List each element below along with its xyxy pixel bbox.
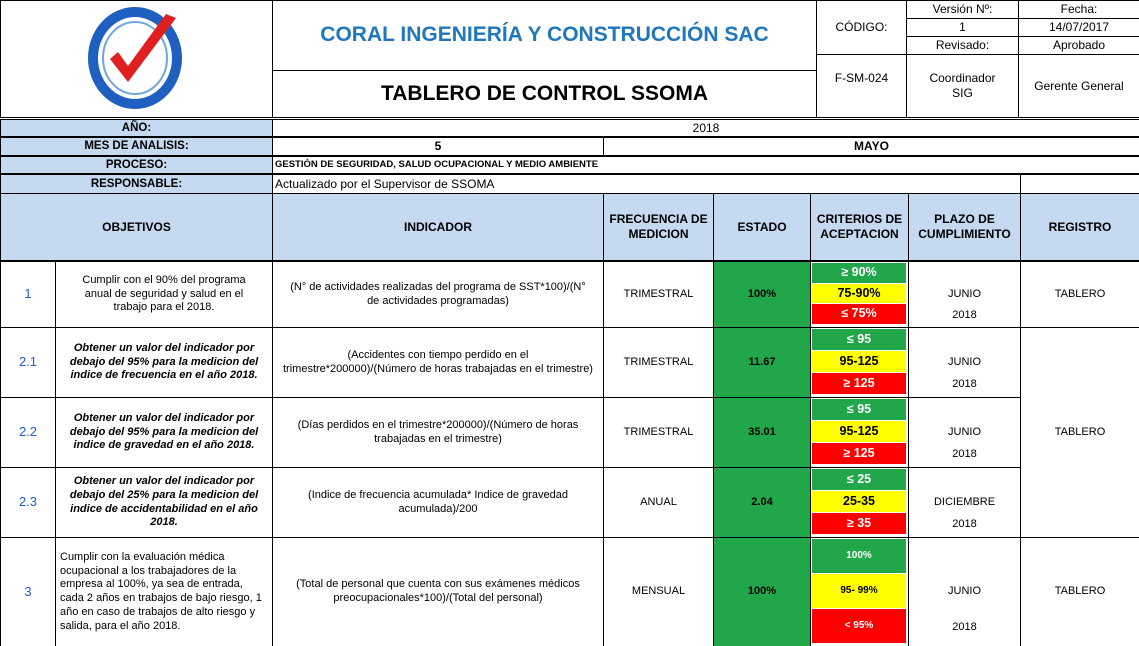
criterion: 75-90% <box>812 283 906 304</box>
indicator: (N° de actividades realizadas del progra… <box>272 261 604 328</box>
record: TABLERO <box>1020 327 1139 538</box>
criterion: 100% <box>812 539 906 573</box>
objective-number: 3 <box>0 537 56 646</box>
form-title: TABLERO DE CONTROL SSOMA <box>272 70 817 118</box>
objective: Cumplir con el 90% del programa anual de… <box>55 261 273 328</box>
version: 1 <box>906 18 1019 37</box>
month-number: 5 <box>272 137 604 156</box>
indicator: (Accidentes con tiempo perdido en el tri… <box>272 327 604 398</box>
objective-number: 2.3 <box>0 467 56 538</box>
objective: Obtener un valor del indicador por debaj… <box>55 467 273 538</box>
status: 100% <box>713 537 811 646</box>
empty-cell <box>1020 174 1139 194</box>
indicator: (Días perdidos en el trimestre*200000)/(… <box>272 397 604 468</box>
status: 100% <box>713 261 811 328</box>
objective-number: 1 <box>0 261 56 328</box>
responsible: Actualizado por el Supervisor de SSOMA <box>272 174 1021 194</box>
deadline-year: 2018 <box>952 378 977 391</box>
column-header: INDICADOR <box>272 193 604 261</box>
column-header: OBJETIVOS <box>0 193 273 261</box>
deadline-year: 2018 <box>952 448 977 461</box>
process: GESTIÓN DE SEGURIDAD, SALUD OCUPACIONAL … <box>272 156 1139 174</box>
criterion: ≤ 95 <box>812 329 906 350</box>
criterion: ≥ 125 <box>812 373 906 394</box>
deadline-month: JUNIO <box>948 425 981 438</box>
column-header: REGISTRO <box>1020 193 1139 261</box>
criterion: ≤ 95 <box>812 399 906 420</box>
indicator: (Indice de frecuencia acumulada* Indice … <box>272 467 604 538</box>
criterion: ≤ 75% <box>812 304 906 324</box>
criterion: < 95% <box>812 609 906 643</box>
criterion: 95- 99% <box>812 574 906 608</box>
criterion: ≥ 35 <box>812 513 906 534</box>
frequency: MENSUAL <box>603 537 714 646</box>
objective-number: 2.2 <box>0 397 56 468</box>
reviewer: Coordinador SIG <box>906 54 1019 118</box>
record: TABLERO <box>1020 537 1139 646</box>
approved-label: Aprobado <box>1018 36 1139 55</box>
frequency: ANUAL <box>603 467 714 538</box>
record: TABLERO <box>1020 261 1139 328</box>
status: 11.67 <box>713 327 811 398</box>
month-label: MES DE ANALISIS: <box>0 137 273 156</box>
deadline-month: JUNIO <box>948 585 981 598</box>
criterion: ≥ 90% <box>812 263 906 283</box>
approver: Gerente General <box>1018 54 1139 118</box>
deadline-month: JUNIO <box>948 287 981 300</box>
deadline-year: 2018 <box>952 309 977 322</box>
logo-cell <box>0 0 273 118</box>
code: F-SM-024 <box>816 54 907 118</box>
year: 2018 <box>272 119 1139 137</box>
column-header: CRITERIOS DE ACEPTACION <box>810 193 909 261</box>
deadline-year: 2018 <box>952 620 977 633</box>
process-label: PROCESO: <box>0 156 273 174</box>
frequency: TRIMESTRAL <box>603 327 714 398</box>
deadline-month: DICIEMBRE <box>933 495 996 508</box>
deadline-year: 2018 <box>952 518 977 531</box>
date: 14/07/2017 <box>1018 18 1139 37</box>
date-label: Fecha: <box>1018 0 1139 19</box>
version-label: Versión Nº: <box>906 0 1019 19</box>
criterion: ≤ 25 <box>812 469 906 490</box>
status: 35.01 <box>713 397 811 468</box>
frequency: TRIMESTRAL <box>603 397 714 468</box>
responsible-label: RESPONSABLE: <box>0 174 273 194</box>
month-name: MAYO <box>603 137 1139 156</box>
criterion: 25-35 <box>812 491 906 512</box>
company-name: CORAL INGENIERÍA Y CONSTRUCCIÓN SAC <box>272 0 817 71</box>
objective: Cumplir con la evaluación médica ocupaci… <box>55 537 273 646</box>
column-header: FRECUENCIA DE MEDICION <box>603 193 714 261</box>
reviewed-label: Revisado: <box>906 36 1019 55</box>
objective: Obtener un valor del indicador por debaj… <box>55 327 273 398</box>
column-header: PLAZO DE CUMPLIMIENTO <box>908 193 1021 261</box>
objective: Obtener un valor del indicador por debaj… <box>55 397 273 468</box>
criterion: 95-125 <box>812 421 906 442</box>
objective-number: 2.1 <box>0 327 56 398</box>
indicator: (Total de personal que cuenta con sus ex… <box>272 537 604 646</box>
code-label: CÓDIGO: <box>816 0 907 55</box>
status: 2.04 <box>713 467 811 538</box>
deadline-month: JUNIO <box>948 355 981 368</box>
frequency: TRIMESTRAL <box>603 261 714 328</box>
criterion: 95-125 <box>812 351 906 372</box>
column-header: ESTADO <box>713 193 811 261</box>
logo <box>88 7 182 109</box>
year-label: AÑO: <box>0 119 273 137</box>
criterion: ≥ 125 <box>812 443 906 464</box>
